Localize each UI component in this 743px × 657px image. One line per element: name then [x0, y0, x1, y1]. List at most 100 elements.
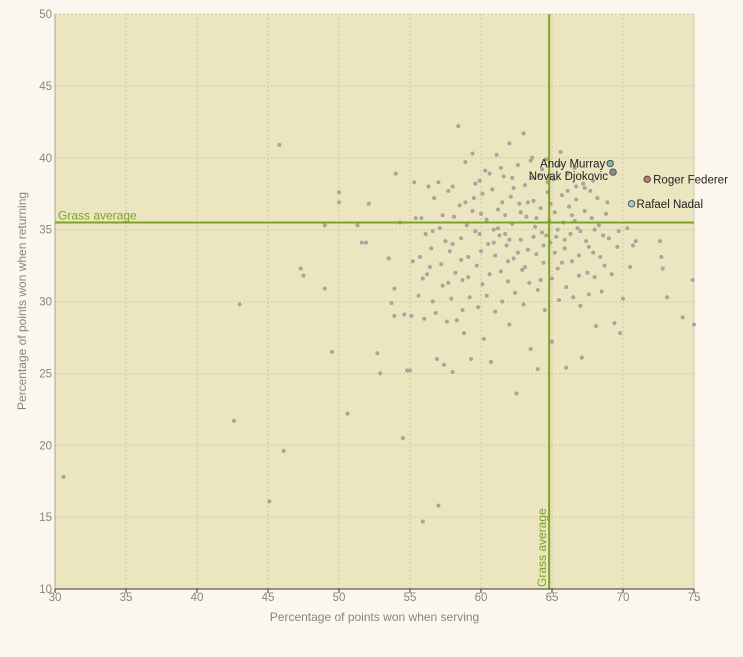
- player-point: [322, 286, 327, 291]
- player-point: [660, 266, 665, 271]
- player-point: [605, 200, 610, 205]
- player-point: [575, 226, 580, 231]
- player-point: [524, 214, 529, 219]
- player-point: [554, 234, 559, 239]
- player-point: [467, 295, 472, 300]
- player-point: [469, 357, 474, 361]
- player-point: [586, 292, 591, 297]
- player-point: [427, 265, 432, 269]
- player-point: [565, 188, 570, 193]
- player-point: [535, 288, 540, 292]
- player-point: [550, 276, 554, 281]
- player-point: [633, 239, 638, 244]
- player-point: [515, 162, 520, 167]
- player-point: [378, 371, 383, 376]
- player-point: [486, 242, 491, 246]
- plot-background: [55, 14, 694, 589]
- player-point: [322, 223, 327, 228]
- player-point: [416, 293, 421, 298]
- player-point: [456, 124, 461, 129]
- player-point: [500, 299, 505, 304]
- player-point: [578, 303, 583, 308]
- player-label: Novak Djokovic: [529, 171, 608, 183]
- player-point: [277, 142, 282, 147]
- player-point: [501, 174, 506, 179]
- player-point: [430, 299, 435, 304]
- player-point: [552, 250, 557, 255]
- player-points: [61, 124, 696, 524]
- player-point: [564, 365, 569, 370]
- player-point: [363, 240, 368, 245]
- player-point: [480, 282, 485, 287]
- player-point: [459, 236, 464, 241]
- player-point: [301, 273, 306, 278]
- player-point: [527, 280, 532, 285]
- y-axis-title: Percentage of points won when returning: [15, 192, 29, 410]
- player-point: [601, 233, 606, 238]
- player-point: [557, 298, 562, 303]
- player-point: [412, 180, 417, 185]
- player-point: [466, 254, 471, 259]
- player-point: [557, 162, 562, 167]
- player-point: [483, 168, 488, 173]
- player-point: [337, 200, 341, 205]
- player-point: [665, 295, 670, 300]
- player-point: [592, 227, 597, 232]
- player-point: [692, 322, 696, 327]
- player-point: [544, 233, 549, 238]
- player-point: [463, 200, 468, 205]
- x-tick-label: 75: [688, 592, 701, 604]
- player-point: [625, 226, 630, 231]
- player-point: [497, 233, 502, 238]
- player-point: [429, 246, 434, 251]
- player-point: [426, 184, 431, 189]
- player-point: [562, 246, 567, 251]
- player-point: [487, 272, 492, 277]
- player-point: [440, 213, 445, 218]
- player-point: [496, 226, 501, 231]
- player-point: [498, 269, 503, 274]
- x-tick-label: 45: [262, 592, 275, 604]
- player-point: [422, 316, 427, 321]
- player-point: [491, 227, 496, 232]
- x-tick-label: 30: [49, 592, 62, 604]
- player-point: [473, 181, 478, 186]
- player-point: [578, 229, 583, 234]
- player-point: [592, 275, 597, 280]
- player-point: [532, 224, 537, 229]
- player-point: [359, 240, 364, 245]
- player-point: [612, 321, 617, 326]
- player-point: [657, 239, 662, 244]
- player-point: [298, 266, 303, 271]
- player-point: [542, 308, 547, 313]
- player-point: [538, 277, 543, 282]
- player-point: [446, 188, 451, 193]
- player-point: [530, 175, 535, 180]
- player-point: [413, 216, 418, 221]
- x-axis-title: Percentage of points won when serving: [270, 610, 479, 624]
- player-point: [564, 285, 569, 290]
- player-point: [461, 331, 466, 336]
- player-point: [518, 237, 523, 242]
- player-point: [534, 216, 539, 221]
- player-point: [471, 196, 476, 200]
- player-point: [386, 256, 391, 261]
- average-lines: Grass average Grass average: [55, 14, 694, 589]
- player-point: [520, 267, 525, 272]
- player-point: [586, 244, 591, 249]
- player-point: [568, 231, 573, 236]
- player-point: [589, 216, 594, 221]
- player-point: [459, 257, 464, 262]
- player-point: [473, 229, 478, 234]
- player-point: [400, 436, 405, 441]
- y-tick-label: 30: [39, 297, 52, 309]
- player-point: [535, 367, 540, 372]
- highlighted-point: [627, 200, 636, 208]
- player-point: [420, 519, 425, 524]
- player-point: [511, 256, 516, 261]
- player-point: [690, 277, 695, 282]
- player-point: [505, 279, 510, 284]
- player-point: [491, 240, 496, 245]
- player-point: [507, 322, 512, 327]
